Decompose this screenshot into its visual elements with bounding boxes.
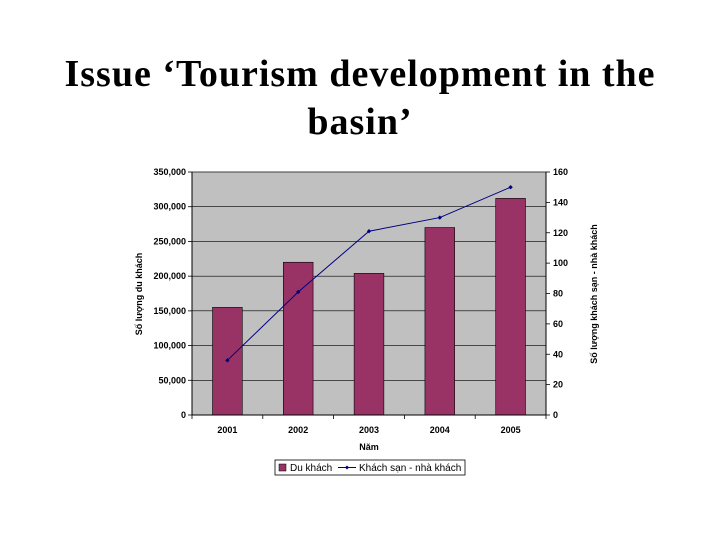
- right-tick-label: 160: [553, 167, 568, 177]
- right-axis-ticks: 0 20 40 60 80 100 120 140 160: [553, 167, 568, 420]
- left-axis-label: Số lượng du khách: [134, 253, 144, 335]
- right-tick-label: 120: [553, 228, 568, 238]
- line-point: [366, 229, 372, 234]
- left-tick-label: 350,000: [153, 167, 186, 177]
- bar: [495, 198, 526, 416]
- left-tick-label: 250,000: [153, 236, 186, 246]
- legend: Du khách Khách sạn - nhà khách: [274, 459, 466, 476]
- line-point: [296, 289, 301, 295]
- right-tick-label: 20: [553, 380, 563, 390]
- x-axis-label: Năm: [359, 442, 379, 452]
- bar: [353, 273, 385, 416]
- legend-swatch-marker: [345, 465, 349, 470]
- legend-label-bar: Du khách: [290, 463, 332, 474]
- x-tick-label: 2003: [359, 425, 379, 435]
- line-point: [437, 215, 442, 220]
- x-tick-label: 2001: [217, 425, 237, 435]
- legend-label-line: Khách sạn - nhà khách: [359, 463, 461, 474]
- left-tick-label: 100,000: [153, 341, 186, 351]
- left-tick-label: 50,000: [158, 375, 186, 385]
- x-axis-ticks: 2001 2002 2003 2004 2005: [217, 425, 520, 435]
- x-tick-label: 2004: [430, 425, 450, 435]
- right-tick-label: 100: [553, 258, 568, 268]
- slide-title: Issue ‘Tourism development in the basin’: [64, 53, 656, 143]
- right-tick-label: 60: [553, 319, 563, 329]
- line-series: [225, 184, 513, 363]
- left-tick-label: 0: [181, 410, 186, 420]
- line-point: [508, 184, 513, 190]
- x-tick-label: 2005: [501, 425, 521, 435]
- axes: [188, 171, 550, 419]
- left-tick-label: 300,000: [153, 202, 186, 212]
- bar: [283, 261, 314, 416]
- right-tick-label: 140: [553, 197, 568, 207]
- legend-box: [274, 459, 466, 476]
- line-point: [225, 358, 230, 363]
- right-tick-label: 40: [553, 349, 563, 359]
- left-axis-ticks: 0 50,000 100,000 150,000 200,000 250,000 300,0…: [153, 167, 186, 420]
- right-tick-label: 80: [553, 289, 563, 299]
- left-tick-label: 150,000: [153, 306, 186, 316]
- legend-swatch-bar: [278, 463, 287, 472]
- bar: [424, 227, 455, 416]
- right-axis-label: Số lượng khách sạn - nhà khách: [589, 224, 599, 363]
- x-tick-label: 2002: [288, 425, 308, 435]
- left-tick-label: 200,000: [153, 271, 186, 281]
- right-tick-label: 0: [553, 410, 558, 420]
